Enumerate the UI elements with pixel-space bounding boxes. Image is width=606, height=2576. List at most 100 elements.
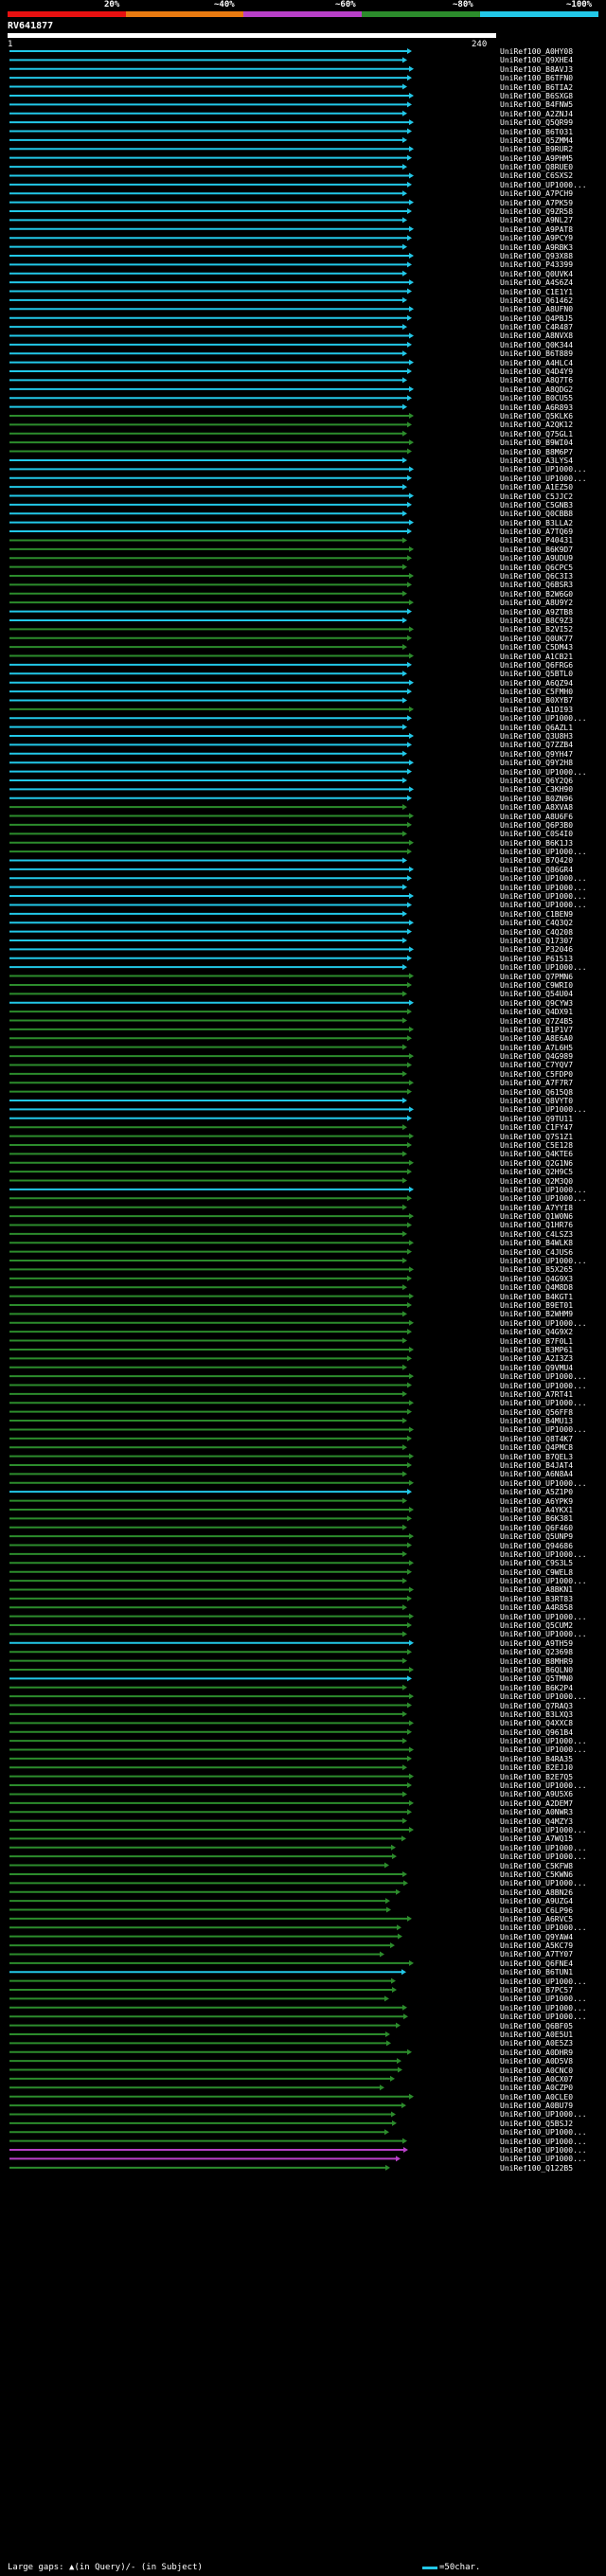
hit-label[interactable]: UniRef100_C5KFW8: [500, 1861, 574, 1870]
hit-label[interactable]: UniRef100_UP1000...: [500, 1257, 587, 1266]
hit-label[interactable]: UniRef100_Q6F460: [500, 1523, 574, 1532]
hit-label[interactable]: UniRef100_Q4G9X3: [500, 1274, 574, 1283]
hit-label[interactable]: UniRef100_C1FY47: [500, 1123, 574, 1133]
hit-label[interactable]: UniRef100_B7F0L1: [500, 1336, 574, 1346]
hit-label[interactable]: UniRef100_B9WI04: [500, 438, 574, 448]
hit-label[interactable]: UniRef100_Q9Y2H8: [500, 759, 574, 768]
hit-label[interactable]: UniRef100_C9WEL8: [500, 1567, 574, 1577]
hit-label[interactable]: UniRef100_UP1000...: [500, 1399, 587, 1408]
hit-label[interactable]: UniRef100_Q7RAQ3: [500, 1701, 574, 1710]
hit-label[interactable]: UniRef100_Q94686: [500, 1541, 574, 1550]
hit-label[interactable]: UniRef100_B3LLA2: [500, 518, 574, 528]
hit-label[interactable]: UniRef100_A7TY07: [500, 1950, 574, 1959]
hit-label[interactable]: UniRef100_C5DM43: [500, 643, 574, 653]
hit-label[interactable]: UniRef100_Q17307: [500, 937, 574, 945]
hit-label[interactable]: UniRef100_Q6P3B0: [500, 820, 574, 830]
hit-label[interactable]: UniRef100_B9ET01: [500, 1300, 574, 1310]
hit-label[interactable]: UniRef100_C5KWN6: [500, 1869, 574, 1879]
hit-label[interactable]: UniRef100_C9WRI0: [500, 980, 574, 990]
hit-label[interactable]: UniRef100_Q75GL1: [500, 429, 574, 438]
hit-label[interactable]: UniRef100_A9UDU9: [500, 554, 574, 564]
hit-label[interactable]: UniRef100_A7TQ69: [500, 528, 574, 537]
hit-label[interactable]: UniRef100_A8E6A0: [500, 1034, 574, 1044]
hit-label[interactable]: UniRef100_C4R487: [500, 323, 574, 332]
hit-label[interactable]: UniRef100_Q6FRG6: [500, 660, 574, 670]
hit-label[interactable]: UniRef100_Q0UK77: [500, 634, 574, 643]
hit-label[interactable]: UniRef100_B7Q420: [500, 856, 574, 866]
hit-label[interactable]: UniRef100_UP1000...: [500, 874, 587, 884]
hit-label[interactable]: UniRef100_B4FNW5: [500, 100, 574, 110]
hit-label[interactable]: UniRef100_A0CZP0: [500, 2084, 574, 2093]
hit-label[interactable]: UniRef100_Q4DX91: [500, 1008, 574, 1017]
hit-label[interactable]: UniRef100_A9RBK3: [500, 242, 574, 252]
hit-label[interactable]: UniRef100_UP1000...: [500, 2146, 587, 2156]
hit-label[interactable]: UniRef100_A6N8A4: [500, 1470, 574, 1479]
hit-label[interactable]: UniRef100_A7PK59: [500, 198, 574, 207]
hit-label[interactable]: UniRef100_Q56FF8: [500, 1407, 574, 1417]
hit-label[interactable]: UniRef100_C5FMH0: [500, 688, 574, 697]
hit-label[interactable]: UniRef100_A5Z1P0: [500, 1488, 574, 1497]
hit-label[interactable]: UniRef100_B4MU13: [500, 1417, 574, 1426]
hit-label[interactable]: UniRef100_B7QEL3: [500, 1452, 574, 1461]
hit-label[interactable]: UniRef100_A0E5U1: [500, 2030, 574, 2039]
hit-label[interactable]: UniRef100_B6T031: [500, 127, 574, 136]
hit-label[interactable]: UniRef100_UP1000...: [500, 1425, 587, 1435]
hit-label[interactable]: UniRef100_B4JAT4: [500, 1461, 574, 1470]
hit-label[interactable]: UniRef100_UP1000...: [500, 1781, 587, 1791]
hit-label[interactable]: UniRef100_UP1000...: [500, 883, 587, 892]
hit-label[interactable]: UniRef100_Q122B5: [500, 2163, 574, 2173]
hit-label[interactable]: UniRef100_B3RT83: [500, 1594, 574, 1603]
hit-label[interactable]: UniRef100_Q8VYT0: [500, 1097, 574, 1106]
hit-label[interactable]: UniRef100_B4RA35: [500, 1754, 574, 1763]
hit-label[interactable]: UniRef100_B8MHR9: [500, 1656, 574, 1666]
hit-label[interactable]: UniRef100_A1CB21: [500, 652, 574, 661]
hit-label[interactable]: UniRef100_A9ZTB8: [500, 607, 574, 617]
hit-label[interactable]: UniRef100_Q5UNP9: [500, 1532, 574, 1542]
hit-label[interactable]: UniRef100_Q9ZR58: [500, 207, 574, 217]
hit-label[interactable]: UniRef100_Q9YAW4: [500, 1932, 574, 1941]
hit-label[interactable]: UniRef100_A9U5X6: [500, 1790, 574, 1799]
hit-label[interactable]: UniRef100_Q93X88: [500, 251, 574, 260]
hit-label[interactable]: UniRef100_Q2G1N6: [500, 1158, 574, 1168]
hit-label[interactable]: UniRef100_Q86GR4: [500, 865, 574, 874]
hit-label[interactable]: UniRef100_Q4PMC8: [500, 1443, 574, 1453]
hit-label[interactable]: UniRef100_Q8T4K7: [500, 1434, 574, 1443]
hit-label[interactable]: UniRef100_Q61462: [500, 295, 574, 305]
hit-label[interactable]: UniRef100_Q5BTL0: [500, 670, 574, 679]
hit-label[interactable]: UniRef100_A0D5V8: [500, 2057, 574, 2066]
hit-label[interactable]: UniRef100_Q1HR76: [500, 1221, 574, 1230]
hit-label[interactable]: UniRef100_A7YYI8: [500, 1203, 574, 1212]
hit-label[interactable]: UniRef100_UP1000...: [500, 1923, 587, 1933]
hit-label[interactable]: UniRef100_A7F7R7: [500, 1079, 574, 1088]
hit-label[interactable]: UniRef100_B2W6G0: [500, 589, 574, 599]
hit-label[interactable]: UniRef100_Q5BSJ2: [500, 2119, 574, 2128]
hit-label[interactable]: UniRef100_Q9CYW3: [500, 998, 574, 1008]
hit-label[interactable]: UniRef100_A6QZ94: [500, 678, 574, 688]
hit-label[interactable]: UniRef100_UP1000...: [500, 1692, 587, 1702]
hit-label[interactable]: UniRef100_A2ZNJ4: [500, 109, 574, 118]
hit-label[interactable]: UniRef100_Q6AZL1: [500, 723, 574, 732]
hit-label[interactable]: UniRef100_UP1000...: [500, 474, 587, 483]
hit-label[interactable]: UniRef100_C6LP96: [500, 1905, 574, 1915]
hit-label[interactable]: UniRef100_A0DHR9: [500, 2048, 574, 2057]
hit-label[interactable]: UniRef100_A0E5Z3: [500, 2039, 574, 2048]
hit-label[interactable]: UniRef100_B1P1V7: [500, 1025, 574, 1034]
hit-label[interactable]: UniRef100_UP1000...: [500, 1478, 587, 1488]
hit-label[interactable]: UniRef100_A8XVA8: [500, 803, 574, 813]
hit-label[interactable]: UniRef100_A9PAT8: [500, 224, 574, 234]
hit-label[interactable]: UniRef100_Q0UVK4: [500, 269, 574, 278]
hit-label[interactable]: UniRef100_Q2H9C5: [500, 1168, 574, 1177]
hit-label[interactable]: UniRef100_Q9TU11: [500, 1114, 574, 1123]
hit-label[interactable]: UniRef100_C0S4I0: [500, 830, 574, 839]
hit-label[interactable]: UniRef100_Q6BF05: [500, 2021, 574, 2030]
hit-label[interactable]: UniRef100_A9TH59: [500, 1638, 574, 1648]
hit-label[interactable]: UniRef100_UP1000...: [500, 2128, 587, 2138]
hit-label[interactable]: UniRef100_A4R858: [500, 1603, 574, 1613]
hit-label[interactable]: UniRef100_UP1000...: [500, 1977, 587, 1986]
hit-label[interactable]: UniRef100_B6K2P4: [500, 1683, 574, 1692]
hit-label[interactable]: UniRef100_C3KH90: [500, 785, 574, 795]
hit-label[interactable]: UniRef100_B9RUR2: [500, 145, 574, 154]
hit-label[interactable]: UniRef100_B5X265: [500, 1265, 574, 1275]
hit-label[interactable]: UniRef100_A2I3Z3: [500, 1354, 574, 1364]
hit-label[interactable]: UniRef100_A0BU79: [500, 2102, 574, 2111]
